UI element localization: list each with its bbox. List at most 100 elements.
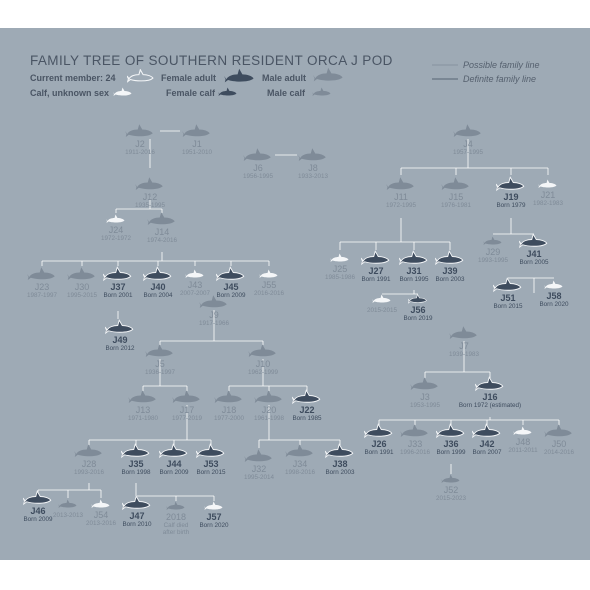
legend-female-calf: Female calf (166, 88, 216, 98)
whale-id-label: J29 (486, 247, 501, 257)
whale-dates-label: 1957-1995 (453, 149, 484, 156)
whale-dates-label: 1972-1995 (386, 202, 417, 209)
orca-icon (143, 266, 172, 281)
orca-icon (544, 424, 572, 437)
whale-id-label: J18 (222, 405, 237, 415)
orca-icon (196, 443, 225, 458)
orca-icon (441, 177, 469, 190)
whale-dates-label: Born 1995 (399, 276, 429, 283)
orca-icon (453, 124, 481, 137)
legend-female-adult: Female adult (161, 73, 216, 83)
whale-id-label: J50 (552, 439, 567, 449)
orca-icon (216, 266, 245, 281)
whale-dates-label: 2011-2011 (508, 447, 538, 454)
whale-dates-label: 2007-2007 (180, 290, 211, 297)
whale-id-label: J12 (143, 192, 158, 202)
whale-id-label: J21 (541, 190, 556, 200)
orca-icon (325, 443, 354, 458)
orca-icon (166, 501, 185, 510)
whale-id-label: J30 (75, 282, 90, 292)
whale-dates-label: Born 2015 (493, 303, 523, 310)
orca-icon (259, 269, 278, 278)
orca-icon (386, 177, 414, 190)
whale-dates-label: Born 2004 (143, 292, 173, 299)
whale-id-label: J45 (223, 282, 238, 292)
orca-icon (472, 423, 501, 438)
legend-male-adult-icon (313, 67, 343, 82)
orca-icon (182, 124, 210, 137)
legend-possible-line: Possible family line (463, 60, 540, 70)
whale-id-label: J26 (371, 439, 386, 449)
whale-id-label: 2018 (166, 512, 186, 522)
legend-male-calf-icon (312, 87, 331, 96)
whale-dates-label: Born 2003 (325, 469, 355, 476)
whale-dates-label: Born 2009 (216, 292, 246, 299)
orca-icon (122, 495, 151, 510)
whale-dates-label: 1987-1997 (27, 292, 58, 299)
legend-female-calf-icon (218, 87, 237, 96)
whale-dates-label: 1962-1999 (248, 369, 279, 376)
whale-id-label: J16 (482, 392, 497, 402)
whale-id-label: J44 (166, 459, 181, 469)
whale-id-label: J33 (408, 439, 423, 449)
orca-icon (23, 490, 52, 505)
orca-icon (103, 266, 132, 281)
orca-icon (204, 501, 223, 510)
orca-icon (475, 376, 504, 391)
family-lines (37, 130, 560, 501)
whale-dates-label: 1993-1995 (478, 257, 509, 264)
whale-dates-label: Born 1972 (estimated) (459, 402, 521, 409)
whale-id-label: J39 (442, 266, 457, 276)
orca-icon (399, 250, 428, 265)
orca-icon (435, 250, 464, 265)
whale-dates-label: Born 1985 (292, 415, 322, 422)
orca-icon (125, 124, 153, 137)
orca-icon (135, 177, 163, 190)
orca-icon (449, 326, 477, 339)
orca-icon (544, 280, 563, 289)
whale-id-label: J49 (112, 335, 127, 345)
whale-dates-label: Born 1979 (496, 202, 526, 209)
whale-id-label: J25 (333, 264, 348, 274)
whale-id-label: J34 (293, 459, 308, 469)
orca-icon (128, 390, 156, 403)
whale-dates-label: 2016-2016 (254, 290, 285, 297)
whale-dates-label: Born 2009 (159, 469, 189, 476)
whale-id-label: J46 (30, 506, 45, 516)
whale-dates-label: 1993-2016 (74, 469, 105, 476)
whale-dates-label: 1982-1983 (533, 200, 564, 207)
whale-id-label: J55 (262, 280, 277, 290)
legend-calf-unknown: Calf, unknown sex (30, 88, 109, 98)
whale-id-label: J7 (459, 341, 469, 351)
whale-dates-label: 1974-2016 (147, 237, 178, 244)
orca-icon (67, 267, 95, 280)
whale-id-label: J20 (262, 405, 277, 415)
whale-id-label: J1 (192, 139, 202, 149)
whale-id-label: J2 (135, 139, 145, 149)
